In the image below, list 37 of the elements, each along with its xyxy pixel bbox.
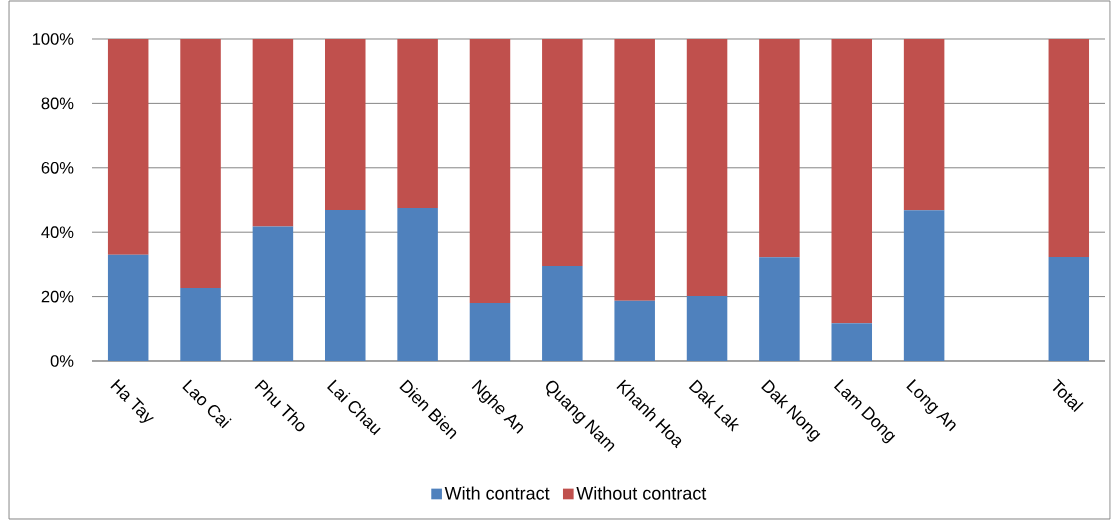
- bar: [1048, 256, 1090, 361]
- legend-label: Without contract: [576, 486, 707, 500]
- y-tick-label: 20%: [41, 290, 74, 303]
- bar: [252, 226, 294, 361]
- y-tick-label: 40%: [41, 226, 74, 239]
- bar: [469, 303, 511, 361]
- bar: [107, 38, 149, 255]
- bar: [107, 254, 149, 361]
- y-tick-label: 60%: [41, 161, 74, 174]
- bar: [759, 257, 800, 361]
- x-tick-label: Phu Tho: [254, 379, 305, 432]
- y-tick-label: 0%: [50, 355, 74, 367]
- bar: [686, 295, 728, 361]
- y-tick-label: 100%: [32, 33, 74, 45]
- bar: [614, 38, 655, 301]
- bar: [325, 209, 366, 361]
- bar: [252, 38, 294, 227]
- bar: [325, 38, 366, 210]
- bar: [686, 38, 728, 296]
- bar: [542, 38, 583, 266]
- legend-label: With contract: [444, 486, 550, 500]
- x-tick-label: Ha Tay: [110, 379, 154, 423]
- bar: [831, 323, 873, 361]
- bar: [903, 210, 945, 361]
- bar: [469, 38, 511, 304]
- bar: [614, 300, 655, 361]
- y-tick-label: 80%: [41, 97, 74, 110]
- bar: [397, 208, 438, 361]
- bar: [831, 38, 873, 324]
- bar: [1048, 38, 1090, 257]
- bar: [903, 38, 945, 211]
- bar: [180, 38, 221, 288]
- bar: [397, 38, 438, 209]
- x-tick-label: Lao Cai: [182, 379, 232, 429]
- bar: [542, 266, 583, 361]
- bar: [180, 287, 221, 361]
- bar: [759, 38, 800, 258]
